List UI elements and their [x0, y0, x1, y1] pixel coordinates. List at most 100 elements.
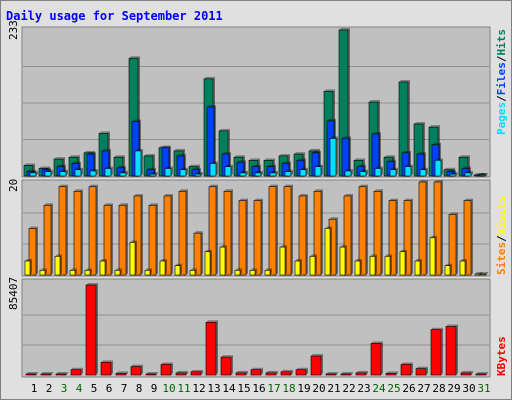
bar-files-day-16 — [251, 164, 261, 177]
day-label-15: 15 — [237, 382, 250, 395]
legend-sep-2: / — [495, 55, 508, 62]
bar-kbytes-day-13 — [205, 320, 218, 376]
bar-sites-day-9 — [144, 268, 152, 276]
bar-kbytes-day-11 — [175, 370, 188, 376]
bar-visits-day-26 — [403, 198, 413, 276]
bar-sites-day-31 — [474, 272, 482, 276]
legend-sep-1: / — [495, 95, 508, 102]
bar-kbytes-day-6 — [100, 360, 113, 376]
bar-kbytes-day-19 — [295, 367, 308, 376]
bar-kbytes-day-10 — [160, 362, 173, 376]
bar-kbytes-day-16 — [250, 367, 263, 376]
bar-pages-day-30 — [464, 170, 473, 177]
bar-kbytes-day-30 — [460, 370, 473, 376]
bar-kbytes-day-31 — [475, 371, 488, 376]
day-label-9: 9 — [151, 382, 158, 395]
bar-pages-day-23 — [359, 169, 368, 177]
bar-kbytes-day-29 — [445, 324, 458, 376]
legend-sites: Sites — [495, 242, 508, 275]
bar-visits-day-14 — [223, 189, 233, 276]
bars-layer — [23, 28, 488, 376]
bar-kbytes-day-24 — [370, 341, 383, 376]
bar-pages-day-26 — [404, 164, 413, 177]
day-label-20: 20 — [312, 382, 325, 395]
day-label-12: 12 — [192, 382, 205, 395]
bar-kbytes-day-7 — [115, 371, 128, 376]
bar-kbytes-day-17 — [265, 370, 278, 376]
day-label-28: 28 — [432, 382, 445, 395]
bar-visits-day-28 — [433, 180, 443, 276]
bar-visits-day-13 — [208, 184, 218, 276]
day-labels: 1 2 3 4 5 6 7 8 9 10 11 12 13 14 15 16 17 18 19 20 21 22 23 24 2… — [31, 382, 491, 395]
bar-pages-day-10 — [164, 166, 173, 177]
bar-pages-day-2 — [44, 169, 53, 177]
bar-visits-day-22 — [343, 193, 353, 276]
bar-sites-day-19 — [294, 259, 302, 276]
bar-visits-day-7 — [118, 203, 128, 276]
bar-sites-day-28 — [429, 235, 437, 276]
bar-files-day-15 — [236, 160, 246, 177]
bar-pages-day-29 — [449, 172, 458, 177]
bar-pages-day-18 — [284, 169, 293, 177]
bar-pages-day-14 — [224, 164, 233, 177]
bar-visits-day-4 — [73, 189, 83, 276]
bar-sites-day-5 — [84, 268, 92, 276]
bar-sites-day-3 — [54, 254, 62, 276]
day-label-11: 11 — [177, 382, 190, 395]
day-label-4: 4 — [76, 382, 83, 395]
legend-sep-3: / — [495, 235, 508, 242]
day-label-17: 17 — [267, 382, 280, 395]
day-label-2: 2 — [46, 382, 53, 395]
bar-kbytes-day-4 — [70, 367, 83, 376]
bar-sites-day-22 — [339, 245, 347, 276]
day-label-23: 23 — [357, 382, 370, 395]
bar-sites-day-14 — [219, 245, 227, 276]
bar-visits-day-29 — [448, 212, 458, 276]
bar-pages-day-15 — [239, 170, 248, 177]
bar-kbytes-day-5 — [85, 283, 98, 376]
bar-pages-day-21 — [329, 136, 338, 177]
bar-sites-day-6 — [99, 259, 107, 276]
visits-ymax-label: 20 — [7, 179, 20, 192]
bar-sites-day-16 — [249, 268, 257, 276]
day-label-24: 24 — [372, 382, 386, 395]
legend-kbytes: KBytes — [495, 336, 508, 376]
visits-panel-legend: Sites/Visits — [495, 196, 508, 276]
panel-kbytes-background — [21, 278, 491, 378]
bar-visits-day-15 — [238, 198, 248, 276]
bar-kbytes-day-9 — [145, 371, 158, 376]
bar-kbytes-day-20 — [310, 354, 323, 376]
day-label-3: 3 — [61, 382, 68, 395]
bar-sites-day-8 — [129, 240, 137, 276]
bar-files-day-24 — [371, 132, 381, 177]
bar-visits-day-24 — [373, 189, 383, 276]
bar-visits-day-20 — [313, 189, 323, 276]
bar-visits-day-11 — [178, 189, 188, 276]
bar-sites-day-1 — [24, 259, 32, 276]
day-label-7: 7 — [121, 382, 128, 395]
bar-kbytes-day-3 — [55, 371, 68, 376]
bar-pages-day-16 — [254, 170, 263, 177]
bar-sites-day-2 — [39, 268, 47, 276]
bar-visits-day-16 — [253, 198, 263, 276]
legend-hits: Hits — [495, 29, 508, 56]
day-label-1: 1 — [31, 382, 38, 395]
bar-pages-day-25 — [389, 167, 398, 177]
bar-visits-day-5 — [88, 184, 98, 276]
kbytes-panel-legend: KBytes — [495, 336, 508, 376]
bar-visits-day-18 — [283, 184, 293, 276]
bar-pages-day-5 — [89, 168, 98, 177]
bar-visits-day-10 — [163, 193, 173, 276]
kbytes-ymax-label: 85407 — [7, 277, 20, 310]
bar-visits-day-8 — [133, 193, 143, 276]
bar-pages-day-8 — [134, 148, 143, 177]
bar-pages-day-19 — [299, 167, 308, 177]
bar-sites-day-20 — [309, 254, 317, 276]
bar-kbytes-day-27 — [415, 366, 428, 376]
legend-visits: Visits — [495, 196, 508, 236]
bar-sites-day-17 — [264, 268, 272, 276]
day-label-5: 5 — [91, 382, 98, 395]
bar-kbytes-day-23 — [355, 370, 368, 376]
